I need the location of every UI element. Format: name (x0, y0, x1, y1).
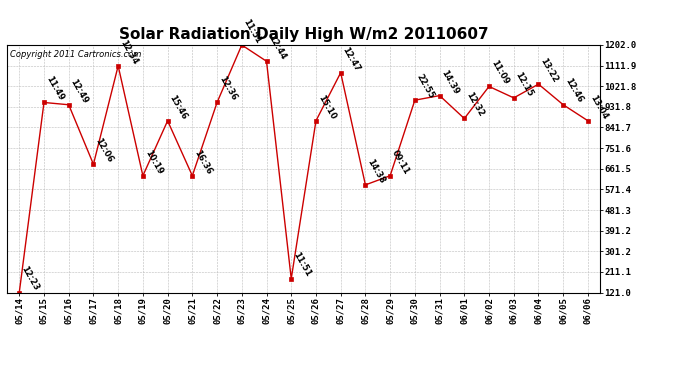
Text: 14:38: 14:38 (366, 158, 386, 185)
Text: Copyright 2011 Cartronics.com: Copyright 2011 Cartronics.com (10, 50, 141, 59)
Text: 16:36: 16:36 (193, 148, 213, 176)
Text: 13:04: 13:04 (588, 93, 609, 121)
Text: 13:22: 13:22 (538, 57, 560, 84)
Text: 11:49: 11:49 (44, 75, 65, 102)
Text: 12:46: 12:46 (563, 77, 584, 105)
Text: 12:06: 12:06 (93, 136, 115, 164)
Text: 22:55: 22:55 (415, 72, 436, 100)
Text: 09:11: 09:11 (390, 148, 411, 176)
Title: Solar Radiation Daily High W/m2 20110607: Solar Radiation Daily High W/m2 20110607 (119, 27, 489, 42)
Text: 12:23: 12:23 (19, 265, 41, 292)
Text: 11:51: 11:51 (291, 251, 313, 279)
Text: 10:19: 10:19 (143, 148, 164, 176)
Text: 12:34: 12:34 (118, 38, 139, 66)
Text: 11:09: 11:09 (489, 59, 510, 87)
Text: 15:10: 15:10 (316, 93, 337, 121)
Text: 12:44: 12:44 (266, 33, 288, 61)
Text: 11:51: 11:51 (241, 17, 263, 45)
Text: 12:47: 12:47 (341, 45, 362, 73)
Text: 12:15: 12:15 (514, 70, 535, 98)
Text: 15:46: 15:46 (168, 93, 189, 121)
Text: 14:39: 14:39 (440, 68, 461, 96)
Text: 12:36: 12:36 (217, 75, 238, 102)
Text: 12:32: 12:32 (464, 91, 486, 118)
Text: 12:49: 12:49 (69, 77, 90, 105)
